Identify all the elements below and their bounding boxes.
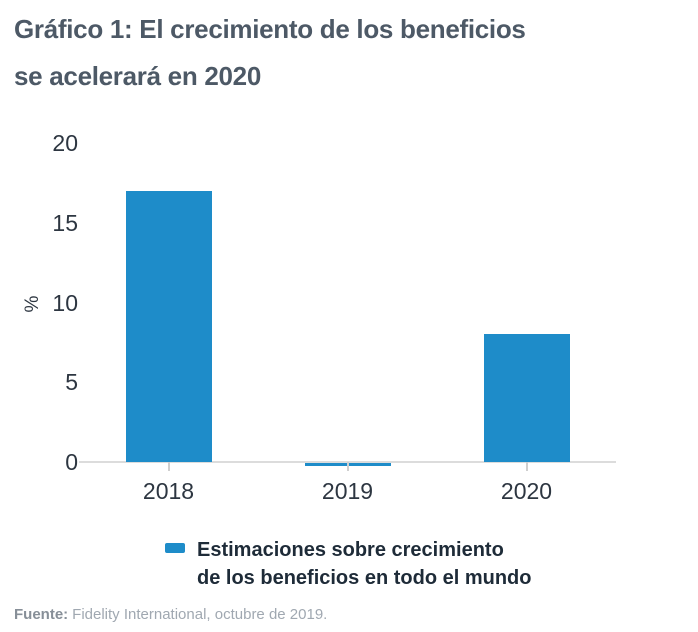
legend-swatch xyxy=(165,543,185,553)
x-tick-2019: 2019 xyxy=(321,478,374,504)
chart-title-line2: se acelerará en 2020 xyxy=(14,61,261,91)
x-tick-mark-2020 xyxy=(525,462,528,471)
legend-label-line1: Estimaciones sobre crecimiento xyxy=(197,539,504,561)
chart-title: Gráfico 1: El crecimiento de los benefic… xyxy=(14,6,526,100)
legend-label-line2: de los beneficios en todo el mundo xyxy=(197,567,532,589)
chart-title-line1: Gráfico 1: El crecimiento de los benefic… xyxy=(14,14,526,44)
y-tick-15: 15 xyxy=(52,209,78,236)
bar-2018 xyxy=(125,190,212,462)
source-note: Fuente: Fidelity International, octubre d… xyxy=(14,606,327,623)
y-tick-0: 0 xyxy=(65,449,78,475)
bar-2020 xyxy=(483,334,570,462)
x-tick-2018: 2018 xyxy=(142,478,195,504)
x-axis-tick-labels: 2018 2019 2020 xyxy=(79,478,616,508)
plot-area xyxy=(79,143,616,471)
y-tick-10: 10 xyxy=(52,289,78,316)
y-tick-20: 20 xyxy=(52,130,78,156)
source-label: Fuente: xyxy=(14,606,69,623)
legend: Estimaciones sobre crecimiento de los be… xyxy=(165,536,531,592)
x-tick-mark-2019 xyxy=(346,462,349,471)
y-axis-tick-labels: 0 5 10 15 20 xyxy=(28,130,78,475)
x-tick-mark-2018 xyxy=(167,462,170,471)
x-tick-2020: 2020 xyxy=(500,478,553,504)
source-text: Fidelity International, octubre de 2019. xyxy=(72,606,328,623)
y-tick-5: 5 xyxy=(65,369,78,396)
legend-label: Estimaciones sobre crecimiento de los be… xyxy=(197,536,531,592)
